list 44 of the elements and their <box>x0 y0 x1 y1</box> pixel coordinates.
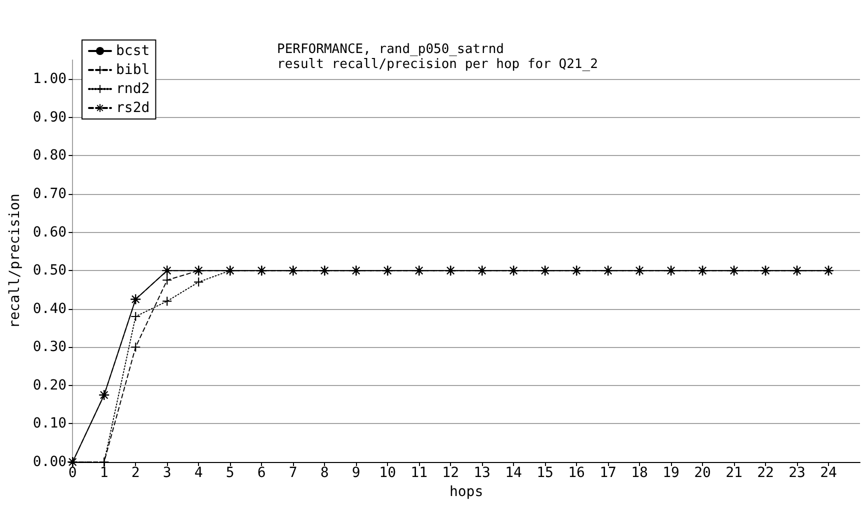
x-tick-label: 8 <box>320 465 329 481</box>
y-tick-label: 0.70 <box>32 186 67 202</box>
x-tick-label: 19 <box>662 465 680 481</box>
x-tick-label: 13 <box>474 465 490 481</box>
x-tick-label: 9 <box>352 465 360 481</box>
x-tick-label: 21 <box>726 465 742 481</box>
y-tick-label: 0.80 <box>32 148 67 164</box>
y-tick-label: 0.40 <box>32 300 67 317</box>
x-tick-label: 6 <box>257 465 266 481</box>
y-tick-label: 0.50 <box>32 262 67 279</box>
x-tick-label: 20 <box>694 465 711 481</box>
x-tick-label: 22 <box>757 465 774 481</box>
legend-label: rs2d <box>116 100 150 116</box>
legend-label: rnd2 <box>116 81 150 97</box>
x-tick-label: 15 <box>536 465 554 481</box>
x-tick-label: 12 <box>442 465 459 481</box>
y-axis-title: recall/precision <box>7 194 23 328</box>
x-tick-label: 4 <box>194 465 203 481</box>
x-tick-label: 14 <box>505 465 522 481</box>
legend-label: bibl <box>116 62 150 78</box>
y-tick-label: 0.20 <box>32 377 67 394</box>
y-tick-label: 0.30 <box>32 339 67 356</box>
x-tick-label: 2 <box>131 465 140 481</box>
x-tick-label: 7 <box>288 465 298 481</box>
y-tick-label: 0.00 <box>32 454 67 470</box>
x-tick-label: 11 <box>410 465 428 481</box>
x-tick-label: 0 <box>68 465 77 481</box>
y-tick-label: 0.60 <box>32 224 67 240</box>
x-tick-label: 16 <box>568 465 585 481</box>
x-tick-label: 17 <box>600 465 616 481</box>
x-tick-label: 1 <box>100 465 108 481</box>
x-tick-label: 5 <box>226 465 234 481</box>
x-tick-label: 24 <box>820 465 837 481</box>
x-axis-title: hops <box>449 484 484 500</box>
chart-title: PERFORMANCE, rand_p050_satrnd <box>277 42 504 57</box>
x-tick-label: 18 <box>631 465 648 481</box>
y-tick-label: 0.10 <box>32 416 67 432</box>
chart-subtitle: result recall/precision per hop for Q21_2 <box>277 57 598 72</box>
y-tick-label: 0.90 <box>32 109 67 126</box>
legend-label: bcst <box>116 43 150 59</box>
y-tick-label: 1.00 <box>32 71 67 88</box>
x-tick-label: 3 <box>162 465 172 481</box>
x-tick-label: 10 <box>379 465 396 481</box>
x-tick-label: 23 <box>788 465 806 481</box>
